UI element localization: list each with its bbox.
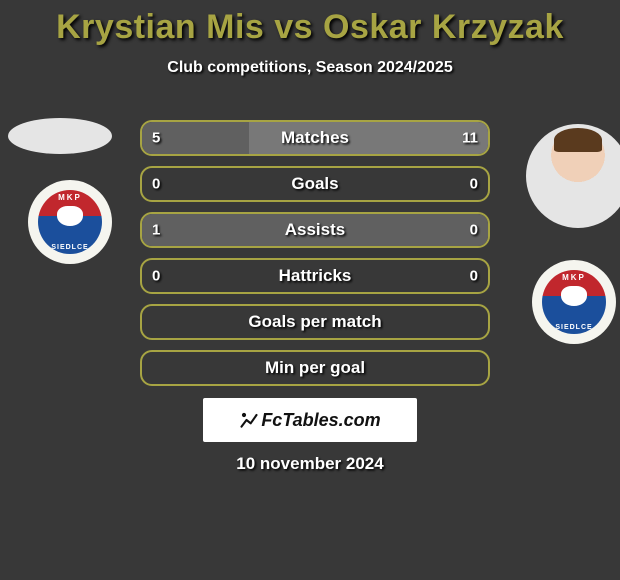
date-text: 10 november 2024 bbox=[0, 454, 620, 474]
stat-label: Assists bbox=[142, 220, 488, 240]
page-title: Krystian Mis vs Oskar Krzyzak bbox=[0, 0, 620, 47]
stat-row: Min per goal bbox=[140, 350, 490, 386]
stat-label: Matches bbox=[142, 128, 488, 148]
club-badge-top-text: MKP bbox=[38, 193, 102, 202]
club-badge-left: MKP SIEDLCE bbox=[28, 180, 112, 264]
stats-grid: 511Matches 00Goals 10Assists 00Hattricks Goa… bbox=[140, 120, 490, 396]
stat-row: 00Goals bbox=[140, 166, 490, 202]
club-badge-bot-text: SIEDLCE bbox=[542, 324, 606, 331]
brand-badge: FcTables.com bbox=[203, 398, 417, 442]
stat-row: 10Assists bbox=[140, 212, 490, 248]
stat-label: Min per goal bbox=[142, 358, 488, 378]
stat-label: Goals bbox=[142, 174, 488, 194]
stat-row: 511Matches bbox=[140, 120, 490, 156]
player-right-avatar bbox=[526, 124, 620, 228]
stat-label: Goals per match bbox=[142, 312, 488, 332]
club-badge-top-text: MKP bbox=[542, 273, 606, 282]
stat-row: 00Hattricks bbox=[140, 258, 490, 294]
club-badge-right: MKP SIEDLCE bbox=[532, 260, 616, 344]
subtitle: Club competitions, Season 2024/2025 bbox=[0, 59, 620, 77]
stat-label: Hattricks bbox=[142, 266, 488, 286]
brand-text: FcTables.com bbox=[261, 410, 380, 431]
club-badge-bot-text: SIEDLCE bbox=[38, 244, 102, 251]
player-left-avatar bbox=[8, 118, 112, 154]
chart-icon bbox=[239, 410, 259, 430]
stat-row: Goals per match bbox=[140, 304, 490, 340]
